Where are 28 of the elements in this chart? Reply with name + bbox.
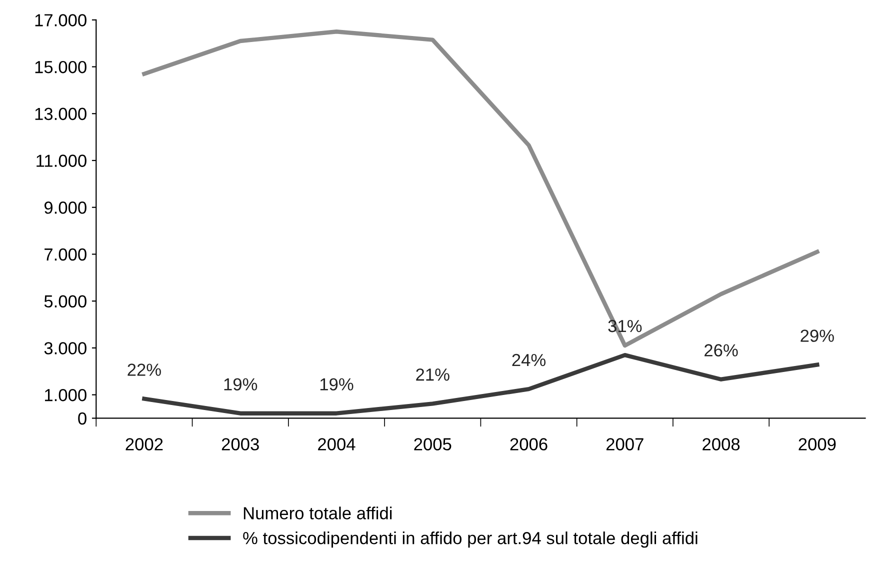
- y-tick-label: 5.000: [44, 295, 86, 308]
- x-tick-label: 2005: [414, 438, 452, 450]
- y-tick-label: 7.000: [44, 248, 86, 261]
- data-label: 21%: [416, 368, 450, 381]
- data-label: 19%: [224, 378, 258, 390]
- y-tick-label: 11.000: [36, 154, 86, 167]
- y-tick-label: 1.000: [44, 388, 86, 402]
- y-tick-label: 17.000: [35, 14, 86, 26]
- x-tick-label: 2009: [798, 438, 836, 450]
- x-tick-label: 2004: [318, 438, 356, 450]
- data-label: 24%: [512, 354, 546, 366]
- y-tick-label: 15.000: [35, 60, 86, 74]
- legend-label: % tossicodipendenti in affido per art.94 sul totale degli affidi: [243, 532, 698, 548]
- x-tick-label: 2006: [510, 438, 548, 450]
- data-label: 29%: [800, 330, 834, 342]
- x-tick-label: 2007: [606, 438, 644, 450]
- x-tick-label: 2008: [702, 438, 740, 450]
- y-tick-label: 13.000: [35, 108, 86, 120]
- x-tick-label: 2002: [126, 438, 163, 450]
- legend-label: Numero totale affidi: [244, 506, 392, 520]
- x-tick-label: 2003: [222, 438, 259, 450]
- y-tick-label: 9.000: [44, 202, 86, 214]
- data-label: 31%: [608, 320, 642, 332]
- data-label: 19%: [320, 378, 354, 390]
- y-tick-label: 0: [78, 412, 86, 425]
- data-label: 26%: [704, 344, 738, 356]
- data-label: 22%: [128, 364, 161, 376]
- y-tick-label: 3.000: [44, 342, 86, 354]
